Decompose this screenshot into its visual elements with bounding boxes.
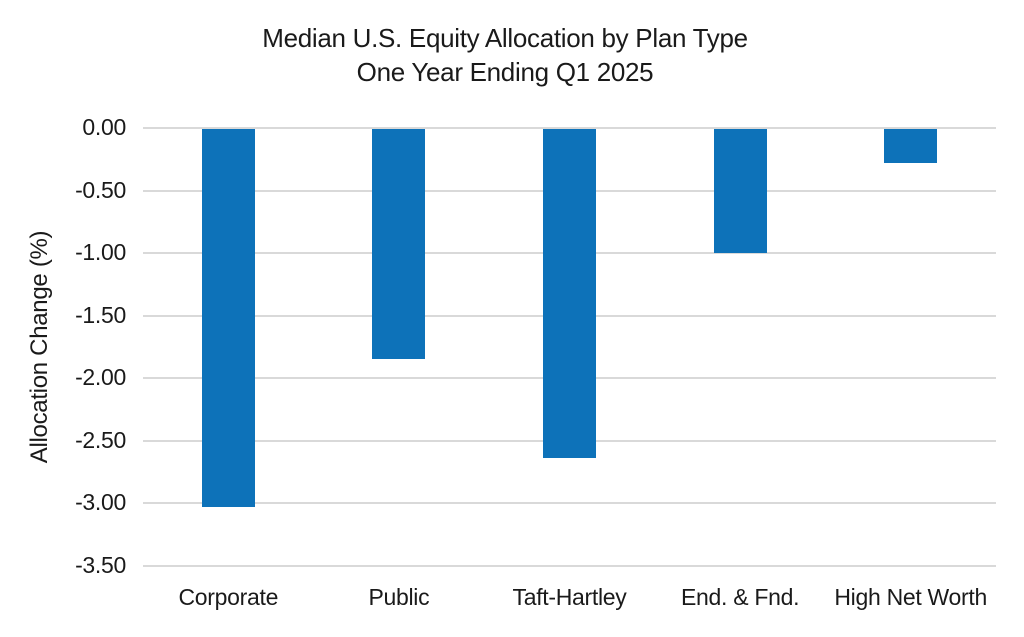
bar-public bbox=[372, 129, 426, 360]
y-tick-label: 0.00 bbox=[82, 114, 126, 140]
y-tick-label: -0.50 bbox=[75, 176, 126, 203]
y-tick-label: -3.00 bbox=[75, 489, 126, 515]
x-axis-label-taft-hartley: Taft-Hartley bbox=[512, 584, 627, 610]
bar-taft-hartley bbox=[543, 129, 596, 458]
x-axis-label-end-fnd: End. & Fnd. bbox=[681, 584, 800, 610]
y-tick-label: -2.50 bbox=[75, 426, 126, 453]
bar-corporate bbox=[201, 129, 255, 507]
zero-gridline bbox=[143, 127, 996, 129]
y-tick-label: -1.00 bbox=[75, 239, 126, 265]
gridline bbox=[143, 564, 996, 567]
y-tick-label: -2.00 bbox=[75, 364, 126, 390]
chart-title-block: Median U.S. Equity Allocation by Plan Ty… bbox=[0, 21, 1010, 89]
gridline bbox=[143, 502, 996, 504]
x-axis-label-public: Public bbox=[368, 584, 430, 610]
plot-area bbox=[143, 127, 996, 567]
chart-title: Median U.S. Equity Allocation by Plan Ty… bbox=[262, 23, 748, 53]
bar-high-net-worth bbox=[884, 129, 938, 163]
y-tick-label: -3.50 bbox=[75, 551, 126, 578]
y-tick-label: -1.50 bbox=[75, 301, 126, 328]
chart-subtitle: One Year Ending Q1 2025 bbox=[356, 57, 654, 87]
x-axis-label-corporate: Corporate bbox=[178, 584, 279, 610]
x-axis-label-high-net-worth: High Net Worth bbox=[834, 584, 987, 610]
bar-end-fnd bbox=[713, 129, 767, 253]
